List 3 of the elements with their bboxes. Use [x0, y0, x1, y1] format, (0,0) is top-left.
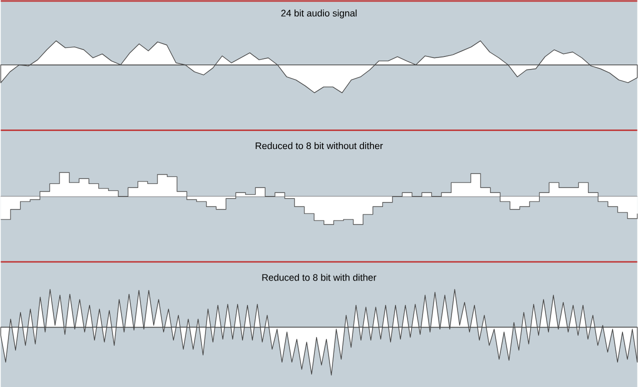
chart-title: Reduced to 8 bit with dither	[262, 274, 376, 281]
chart-title: 24 bit audio signal	[281, 9, 357, 18]
chart-title: Reduced to 8 bit without dither	[256, 142, 383, 150]
